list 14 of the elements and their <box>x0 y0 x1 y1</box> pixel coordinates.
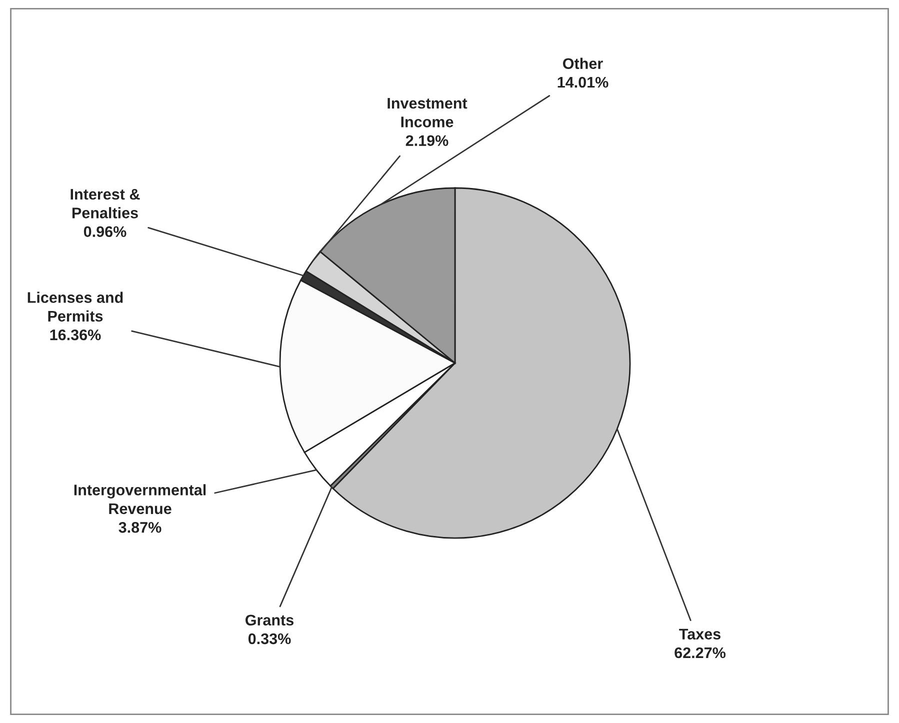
slice-label: Intergovernmental Revenue <box>74 484 206 514</box>
slice-label: Investment Income <box>388 98 468 128</box>
slice-label: Taxes <box>679 628 720 640</box>
slice-label: Interest & Penalties <box>70 188 140 218</box>
slice-label: Grants <box>246 614 294 626</box>
data-label: 62.27% <box>674 647 726 658</box>
data-label: 3.87% <box>118 522 162 533</box>
data-label: 0.33% <box>248 633 291 644</box>
data-label: 16.36% <box>50 329 101 340</box>
slice-label: Other <box>563 58 603 70</box>
data-label: 0.96% <box>84 226 126 238</box>
data-label: 2.19% <box>406 135 448 146</box>
data-label: 14.01% <box>558 76 608 88</box>
slice-label: Licenses and Permits <box>28 292 123 322</box>
